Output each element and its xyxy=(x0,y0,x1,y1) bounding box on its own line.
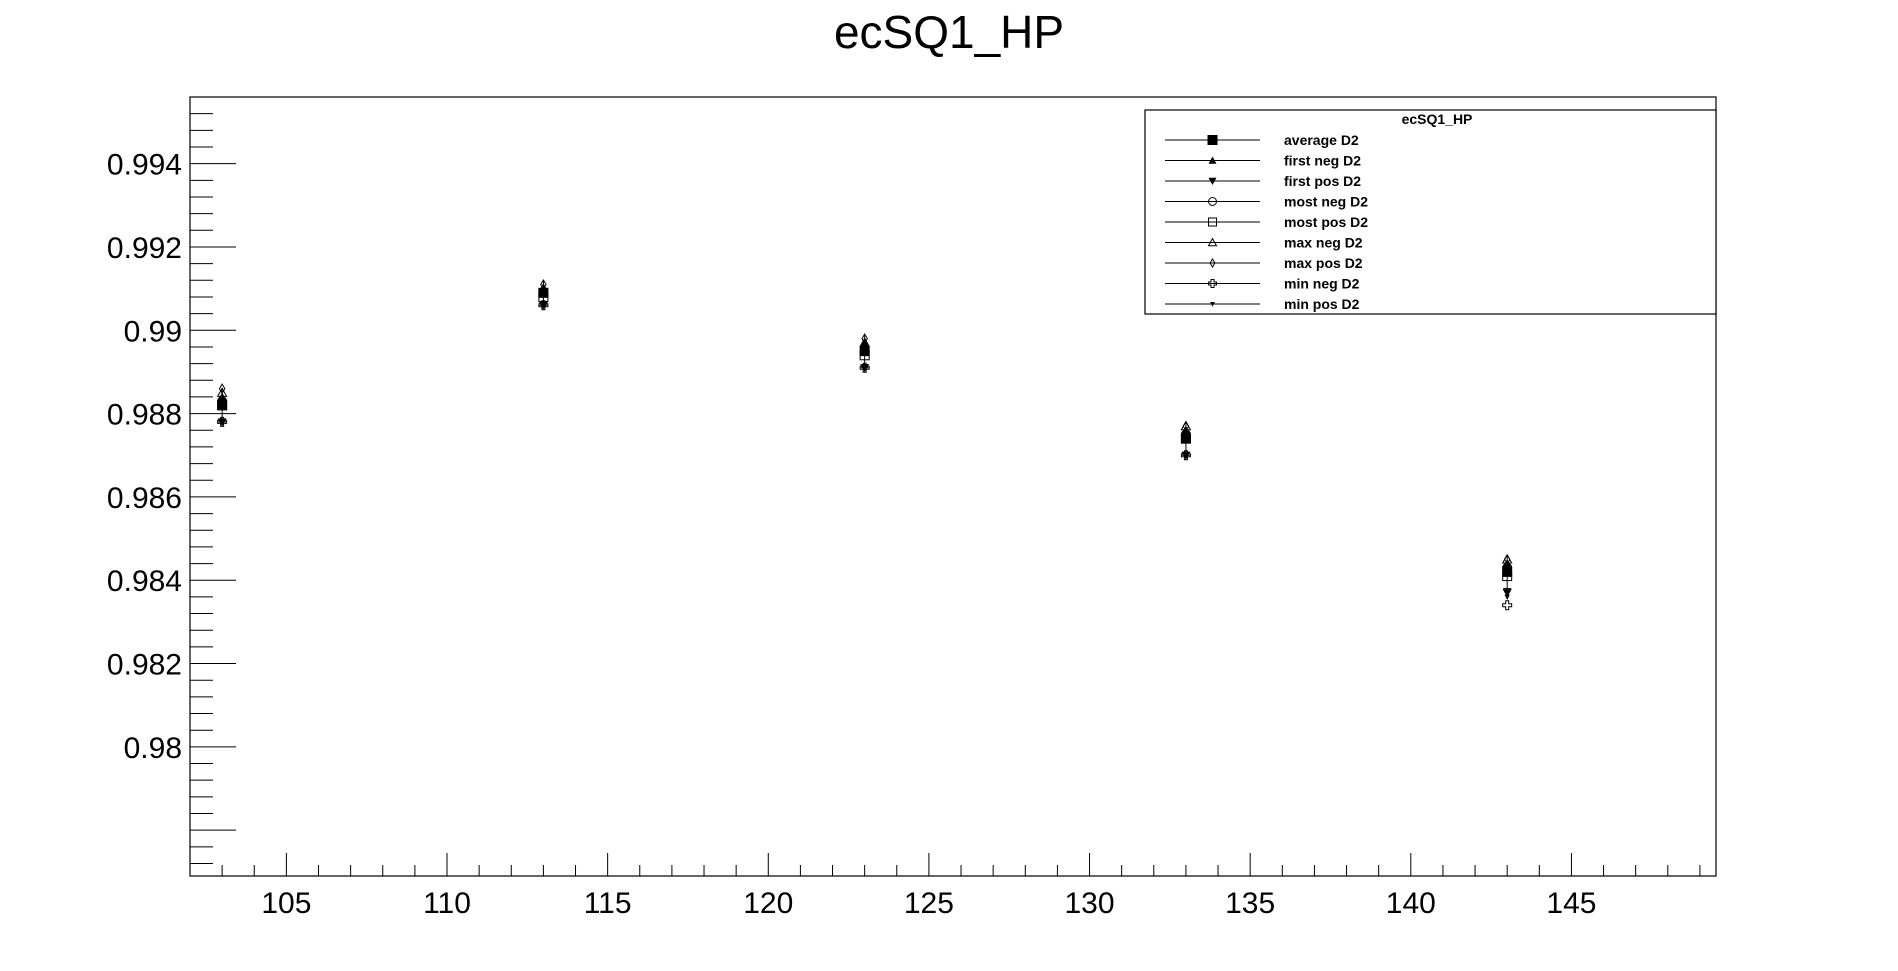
data-point xyxy=(859,346,870,357)
x-tick-label: 110 xyxy=(423,887,471,920)
y-tick-label: 0.986 xyxy=(107,482,182,515)
data-point xyxy=(1502,589,1512,598)
marker-shape xyxy=(1207,237,1218,247)
marker-shape xyxy=(1180,433,1191,444)
chart-title: ecSQ1_HP xyxy=(834,6,1064,58)
data-point xyxy=(1504,594,1510,601)
marker-shape xyxy=(1502,566,1513,577)
legend-marker xyxy=(1208,217,1217,227)
legend-label: first pos D2 xyxy=(1284,173,1361,189)
legend-label: average D2 xyxy=(1284,132,1359,148)
legend-entry: first neg D2 xyxy=(1165,153,1361,169)
legend-entry: min pos D2 xyxy=(1165,296,1360,312)
legend-marker xyxy=(1207,135,1218,145)
marker-shape xyxy=(1208,156,1217,164)
legend-marker xyxy=(1210,302,1215,307)
x-tick-label: 115 xyxy=(584,887,632,920)
legend-entry: max pos D2 xyxy=(1165,255,1363,271)
legend-marker xyxy=(1208,156,1217,164)
data-point xyxy=(217,400,228,411)
legend-entry: max neg D2 xyxy=(1165,235,1363,251)
legend-title: ecSQ1_HP xyxy=(1402,111,1473,127)
axes: 105 110 115 120 125 130 135 140 145 0.98 0.982 0.98… xyxy=(107,96,1701,920)
legend-marker xyxy=(1209,258,1216,268)
y-tick-label: 0.984 xyxy=(107,565,182,598)
marker-shape xyxy=(1208,279,1217,288)
x-tick-label: 140 xyxy=(1386,887,1436,920)
legend-label: most neg D2 xyxy=(1284,194,1368,210)
data-point xyxy=(538,287,549,298)
marker-shape xyxy=(859,346,870,357)
legend-marker xyxy=(1208,279,1217,288)
legend-marker xyxy=(1207,237,1218,247)
y-tick-label: 0.992 xyxy=(107,232,182,265)
legend-marker xyxy=(1208,177,1217,185)
marker-shape xyxy=(1207,135,1218,145)
legend-entry: average D2 xyxy=(1165,132,1359,148)
legend-label: max neg D2 xyxy=(1284,235,1363,251)
legend-box xyxy=(1144,109,1717,315)
marker-shape xyxy=(1502,589,1512,598)
legend-label: min neg D2 xyxy=(1284,276,1360,292)
plot-frame xyxy=(189,96,1717,877)
marker-shape xyxy=(1504,594,1510,601)
y-tick-label: 0.988 xyxy=(107,399,182,432)
legend-entry: most neg D2 xyxy=(1165,194,1368,210)
data-point xyxy=(1502,566,1513,577)
x-tick-label: 135 xyxy=(1225,887,1275,920)
y-tick-label: 0.99 xyxy=(124,315,182,348)
x-tick-label: 105 xyxy=(261,887,311,920)
legend: ecSQ1_HP average D2 first neg D2 first pos… xyxy=(1144,109,1717,315)
legend-entry: min neg D2 xyxy=(1165,276,1360,292)
y-tick-label: 0.982 xyxy=(107,649,182,682)
marker-shape xyxy=(1208,197,1217,206)
marker-shape xyxy=(217,400,228,411)
data-point xyxy=(1180,433,1191,444)
x-tick-label: 130 xyxy=(1065,887,1115,920)
legend-label: min pos D2 xyxy=(1284,296,1360,312)
legend-entry: first pos D2 xyxy=(1165,173,1361,189)
x-tick-label: 145 xyxy=(1546,887,1596,920)
y-tick-label: 0.98 xyxy=(124,732,182,765)
legend-label: first neg D2 xyxy=(1284,153,1361,169)
legend-label: max pos D2 xyxy=(1284,255,1363,271)
marker-shape xyxy=(1210,302,1215,307)
marker-shape xyxy=(1502,600,1513,611)
x-tick-label: 120 xyxy=(743,887,793,920)
marker-shape xyxy=(1208,177,1217,185)
marker-shape xyxy=(1208,217,1217,227)
legend-entry: most pos D2 xyxy=(1165,214,1368,230)
x-tick-label: 125 xyxy=(904,887,954,920)
legend-label: most pos D2 xyxy=(1284,214,1368,230)
marker-shape xyxy=(1209,258,1216,268)
y-tick-label: 0.994 xyxy=(107,149,182,182)
legend-marker xyxy=(1208,197,1217,206)
data-point xyxy=(1502,600,1513,611)
marker-shape xyxy=(538,287,549,298)
data-marks xyxy=(216,278,1513,611)
